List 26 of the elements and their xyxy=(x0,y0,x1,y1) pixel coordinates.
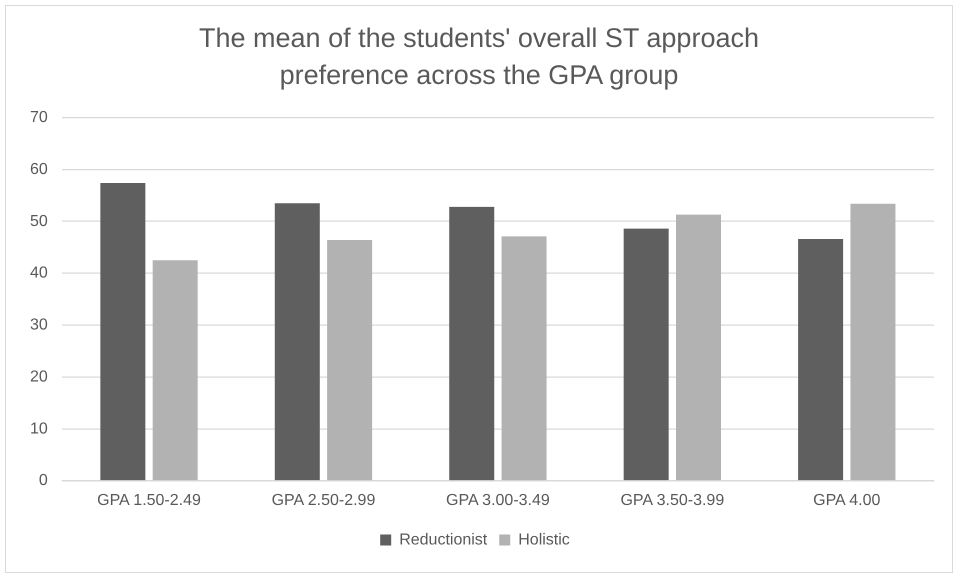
y-tick-label: 30 xyxy=(30,316,48,334)
bar xyxy=(152,260,198,480)
y-tick-label: 60 xyxy=(30,160,48,178)
y-tick-label: 20 xyxy=(30,368,48,386)
x-tick-label: GPA 1.50-2.49 xyxy=(97,492,201,509)
x-tick-label: GPA 3.50-3.99 xyxy=(620,492,724,509)
bar xyxy=(624,228,669,480)
y-tick-label: 10 xyxy=(30,420,48,438)
bar xyxy=(850,204,896,480)
legend-label: Holistic xyxy=(518,531,570,548)
y-tick-label: 0 xyxy=(38,472,48,490)
bar xyxy=(798,239,844,480)
y-tick-label: 70 xyxy=(30,109,48,126)
bar xyxy=(327,240,372,480)
bar xyxy=(502,236,547,480)
bar xyxy=(274,203,320,480)
y-tick-label: 50 xyxy=(30,212,48,230)
y-tick-label: 40 xyxy=(30,264,48,282)
x-tick-label: GPA 4.00 xyxy=(813,492,881,509)
bar xyxy=(676,214,722,480)
bar xyxy=(100,182,146,480)
bar xyxy=(449,206,494,480)
legend-label: Reductionist xyxy=(399,531,488,548)
x-tick-label: GPA 2.50-2.99 xyxy=(272,492,376,509)
chart-title: The mean of the students' overall ST approach preference across the GPA group xyxy=(198,22,760,92)
x-tick-label: GPA 3.00-3.49 xyxy=(446,492,550,509)
